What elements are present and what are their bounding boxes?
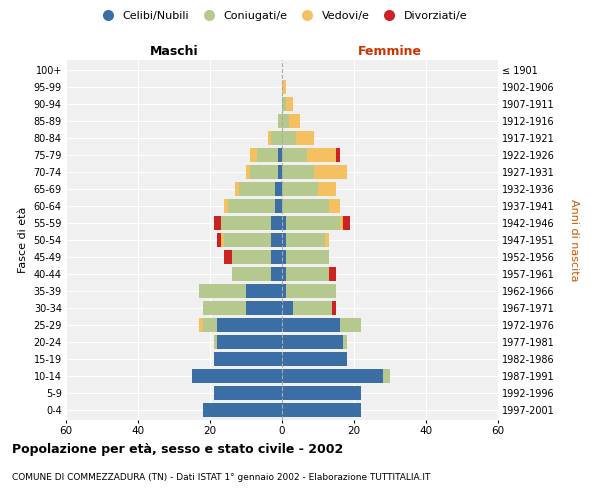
Bar [332,300,336,315]
Bar [282,199,329,214]
Bar [271,131,282,146]
Bar [250,148,257,162]
Bar [282,368,383,383]
Bar [282,402,361,417]
Bar [203,300,246,315]
Bar [235,182,239,196]
Bar [278,114,282,128]
Bar [221,216,271,230]
Bar [232,266,271,281]
Bar [214,352,282,366]
Bar [224,199,228,214]
Bar [214,216,221,230]
Bar [325,233,329,247]
Bar [282,233,286,247]
Bar [282,352,347,366]
Bar [275,182,282,196]
Bar [286,97,293,112]
Bar [221,233,224,247]
Bar [282,97,286,112]
Bar [268,131,271,146]
Bar [343,216,350,230]
Bar [282,318,340,332]
Bar [271,233,282,247]
Bar [286,216,340,230]
Bar [282,131,296,146]
Bar [224,233,271,247]
Text: COMUNE DI COMMEZZADURA (TN) - Dati ISTAT 1° gennaio 2002 - Elaborazione TUTTITAL: COMUNE DI COMMEZZADURA (TN) - Dati ISTAT… [12,473,430,482]
Bar [217,233,221,247]
Bar [286,284,336,298]
Bar [282,250,286,264]
Bar [271,250,282,264]
Bar [318,182,336,196]
Bar [224,250,232,264]
Bar [296,131,314,146]
Bar [239,182,275,196]
Bar [278,165,282,180]
Bar [340,216,343,230]
Bar [282,148,307,162]
Bar [232,250,271,264]
Bar [343,334,347,349]
Bar [192,368,282,383]
Bar [282,266,286,281]
Bar [286,233,325,247]
Bar [214,334,217,349]
Bar [217,318,282,332]
Bar [336,148,340,162]
Bar [329,199,340,214]
Bar [228,199,275,214]
Bar [293,300,332,315]
Bar [329,266,336,281]
Text: Femmine: Femmine [358,46,422,59]
Bar [282,216,286,230]
Bar [282,165,314,180]
Bar [383,368,390,383]
Bar [307,148,336,162]
Y-axis label: Fasce di età: Fasce di età [18,207,28,273]
Bar [282,114,289,128]
Bar [246,300,282,315]
Bar [250,165,278,180]
Legend: Celibi/Nubili, Coniugati/e, Vedovi/e, Divorziati/e: Celibi/Nubili, Coniugati/e, Vedovi/e, Di… [92,7,472,26]
Bar [286,266,329,281]
Bar [282,386,361,400]
Bar [217,334,282,349]
Text: Maschi: Maschi [149,46,199,59]
Bar [246,284,282,298]
Bar [203,318,217,332]
Bar [275,199,282,214]
Y-axis label: Anni di nascita: Anni di nascita [569,198,579,281]
Bar [289,114,300,128]
Bar [203,402,282,417]
Bar [286,250,329,264]
Bar [214,386,282,400]
Bar [271,266,282,281]
Bar [282,334,343,349]
Bar [271,216,282,230]
Bar [199,284,246,298]
Bar [257,148,278,162]
Bar [278,148,282,162]
Bar [246,165,250,180]
Text: Popolazione per età, sesso e stato civile - 2002: Popolazione per età, sesso e stato civil… [12,444,343,456]
Bar [199,318,203,332]
Bar [340,318,361,332]
Bar [282,300,293,315]
Bar [282,284,286,298]
Bar [314,165,347,180]
Bar [282,182,318,196]
Bar [282,80,286,94]
